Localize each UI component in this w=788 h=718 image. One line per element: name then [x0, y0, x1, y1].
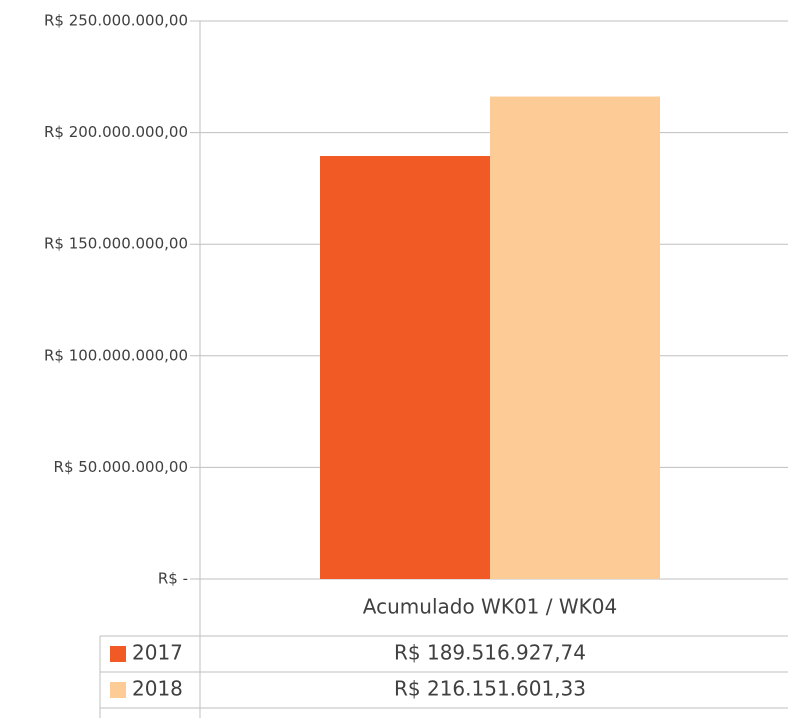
bar: [490, 96, 660, 580]
y-tick-label: R$ 150.000.000,00: [44, 235, 188, 253]
legend-swatch: [110, 646, 126, 662]
y-tick-label: R$ 250.000.000,00: [44, 12, 188, 30]
legend-swatch: [110, 682, 126, 698]
table-value: R$ 216.151.601,33: [394, 677, 586, 701]
bar: [320, 155, 490, 579]
y-tick-label: R$ 200.000.000,00: [44, 123, 188, 141]
y-tick-label: R$ 50.000.000,00: [54, 458, 188, 476]
y-tick-label: R$ 100.000.000,00: [44, 346, 188, 364]
legend-label: 2018: [132, 677, 183, 701]
y-tick-label: R$ -: [158, 570, 188, 588]
table-value: R$ 189.516.927,74: [394, 641, 586, 665]
x-tick-label: Acumulado WK01 / WK04: [363, 595, 617, 619]
legend-label: 2017: [132, 641, 183, 665]
